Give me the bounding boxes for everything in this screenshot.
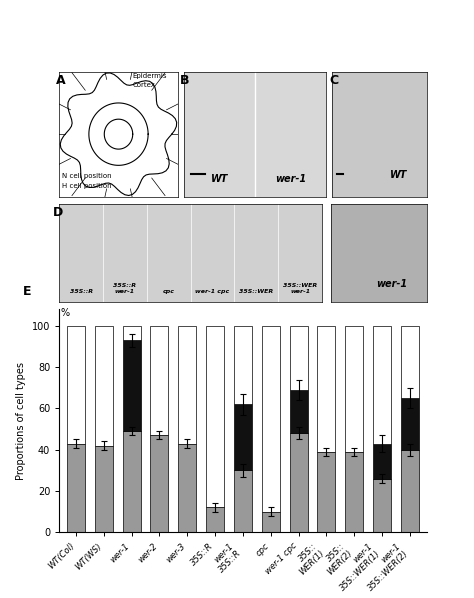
Bar [262,326,280,512]
Text: D: D [53,206,63,219]
Text: WT: WT [210,173,228,184]
Bar [318,326,336,451]
Text: %: % [61,307,70,318]
Bar [373,326,391,444]
Bar [123,431,141,532]
Text: WT: WT [390,170,408,180]
Text: wer-1: wer-1 [275,173,306,184]
Bar [234,471,252,532]
Text: Cortex: Cortex [133,82,155,88]
Y-axis label: Proportions of cell types: Proportions of cell types [16,362,26,480]
Bar [318,451,336,532]
Text: 35S::WER: 35S::WER [239,289,273,294]
Bar [234,404,252,471]
Bar [178,326,196,444]
Bar [123,340,141,431]
Text: wer-1 cpc: wer-1 cpc [195,289,230,294]
Text: B: B [179,74,189,87]
Bar [401,326,419,398]
Bar [373,478,391,532]
Text: E: E [22,285,31,298]
Bar [290,390,308,433]
Text: A: A [56,74,65,87]
Text: cpc: cpc [163,289,175,294]
Text: wer-1: wer-1 [376,279,408,289]
Bar [234,326,252,404]
Bar [67,444,85,532]
Bar [178,444,196,532]
Bar [262,512,280,532]
Text: 35S::R
wer-1: 35S::R wer-1 [113,283,137,294]
Bar [150,435,168,532]
Bar [95,326,113,446]
Bar [67,326,85,444]
Text: Epidermis: Epidermis [133,73,167,79]
Text: H cell position: H cell position [62,183,111,189]
Text: 35S::WER
wer-1: 35S::WER wer-1 [283,283,317,294]
Bar [290,326,308,390]
Bar [150,326,168,435]
Bar [123,326,141,340]
Bar [206,508,224,532]
Bar [290,433,308,532]
Text: N cell position: N cell position [62,173,111,179]
Bar [373,444,391,478]
Bar [345,451,363,532]
Bar [401,398,419,450]
Bar [401,450,419,532]
Bar [95,446,113,532]
Bar [206,326,224,508]
Bar [345,326,363,451]
Text: 35S::R: 35S::R [70,289,93,294]
Text: C: C [329,74,338,87]
